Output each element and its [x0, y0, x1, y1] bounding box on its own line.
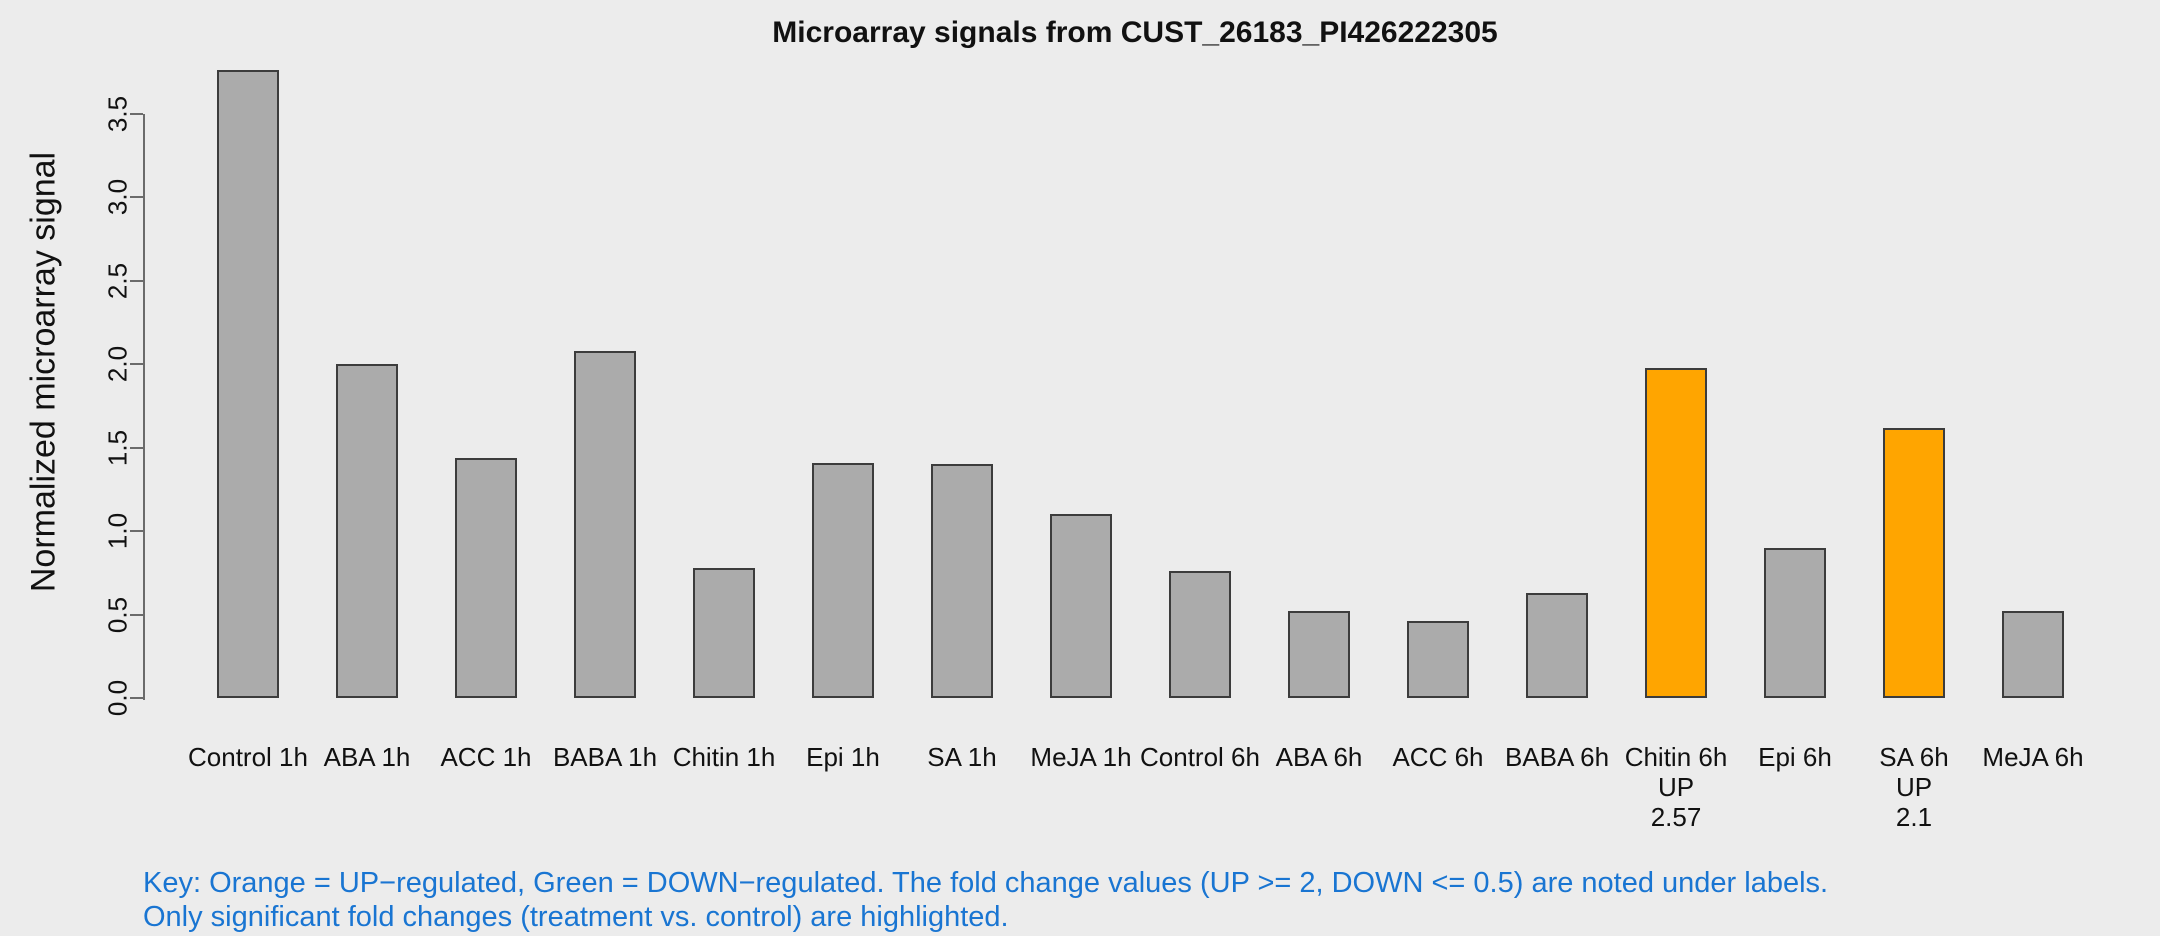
x-axis-label-text: ACC 1h	[440, 742, 532, 772]
x-axis-label-text: Control 1h	[188, 742, 308, 772]
bar-meja-6h	[2002, 611, 2064, 698]
bar-baba-1h	[574, 350, 636, 698]
x-axis-label-text: Epi 1h	[806, 742, 880, 772]
bar-chitin-1h	[693, 567, 755, 698]
key-line-2: Only significant fold changes (treatment…	[143, 901, 1009, 933]
x-axis-label-control-6h: Control 6h	[1120, 742, 1280, 772]
x-axis-label-acc-1h: ACC 1h	[406, 742, 566, 772]
x-axis-label-text: Control 6h	[1140, 742, 1260, 772]
key-line-1: Key: Orange = UP−regulated, Green = DOWN…	[143, 867, 1829, 899]
x-axis-label-text: Chitin 1h	[672, 742, 776, 772]
bar-sa-6h	[1883, 427, 1945, 698]
bar-meja-1h	[1050, 514, 1112, 698]
x-axis-label-text: ABA 1h	[323, 742, 411, 772]
x-axis-label-text: SA 6h	[1879, 742, 1949, 772]
x-axis-label-text: MeJA 6h	[1982, 742, 2084, 772]
bar-chitin-6h	[1645, 367, 1707, 698]
fold-change-annotation: UP	[1895, 772, 1933, 802]
y-axis-label: Normalized microarray signal	[24, 151, 63, 593]
y-axis-tick	[130, 530, 143, 533]
bar-epi-6h	[1764, 547, 1826, 698]
bar-aba-6h	[1288, 611, 1350, 698]
x-axis-label-baba-6h: BABA 6h	[1477, 742, 1637, 772]
fold-change-annotation: 2.1	[1895, 802, 1933, 832]
x-axis-label-chitin-1h: Chitin 1h	[644, 742, 804, 772]
bar-control-6h	[1169, 571, 1231, 698]
y-axis-tick-label: 1.0	[102, 513, 133, 550]
fold-change-annotation: UP	[1657, 772, 1695, 802]
y-axis-tick	[130, 363, 143, 366]
fold-change-annotation: 2.57	[1650, 802, 1702, 832]
bar-epi-1h	[812, 462, 874, 698]
y-axis-tick	[130, 446, 143, 449]
x-axis-label-text: Chitin 6h	[1624, 742, 1728, 772]
bar-aba-1h	[336, 364, 398, 698]
x-axis-label-text: SA 1h	[927, 742, 997, 772]
x-axis-label-text: BABA 6h	[1504, 742, 1610, 772]
y-axis-tick-label: 2.5	[102, 262, 133, 299]
y-axis-tick-label: 2.0	[102, 346, 133, 383]
bar-baba-6h	[1526, 592, 1588, 698]
x-axis-label-control-1h: Control 1h	[168, 742, 328, 772]
y-axis-tick	[130, 613, 143, 616]
y-axis-tick-label: 0.5	[102, 596, 133, 633]
bar-acc-6h	[1407, 621, 1469, 698]
x-axis-label-meja-1h: MeJA 1h	[1001, 742, 1161, 772]
key-note: Key: Orange = UP−regulated, Green = DOWN…	[143, 866, 1828, 934]
x-axis-label-epi-1h: Epi 1h	[763, 742, 923, 772]
y-axis-tick-label: 0.0	[102, 679, 133, 717]
x-axis-label-sa-6h: SA 6h UP 2.1	[1834, 742, 1994, 832]
x-axis-label-baba-1h: BABA 1h	[525, 742, 685, 772]
x-axis-label-text: ABA 6h	[1275, 742, 1363, 772]
y-axis-tick-label: 1.5	[102, 429, 133, 466]
x-axis-label-text: MeJA 1h	[1030, 742, 1132, 772]
x-axis-label-text: ACC 6h	[1392, 742, 1484, 772]
x-axis-label-aba-1h: ABA 1h	[287, 742, 447, 772]
x-axis-label-meja-6h: MeJA 6h	[1953, 742, 2113, 772]
bar-control-1h	[217, 70, 279, 698]
chart-title: Microarray signals from CUST_26183_PI426…	[772, 16, 1498, 49]
y-axis-tick-label: 3.0	[102, 179, 133, 216]
y-axis-tick	[130, 279, 143, 282]
x-axis-label-chitin-6h: Chitin 6h UP 2.57	[1596, 742, 1756, 832]
y-axis-tick	[130, 697, 143, 699]
bar-acc-1h	[455, 457, 517, 698]
y-axis-tick	[130, 196, 143, 199]
x-axis-label-text: BABA 1h	[552, 742, 658, 772]
x-axis-label-acc-6h: ACC 6h	[1358, 742, 1518, 772]
x-axis-label-sa-1h: SA 1h	[882, 742, 1042, 772]
x-axis-label-epi-6h: Epi 6h	[1715, 742, 1875, 772]
x-axis-label-aba-6h: ABA 6h	[1239, 742, 1399, 772]
y-axis-line	[143, 113, 145, 700]
y-axis-tick-label: 3.5	[102, 95, 133, 132]
bar-sa-1h	[931, 464, 993, 698]
x-axis-label-text: Epi 6h	[1758, 742, 1832, 772]
y-axis-tick	[130, 112, 143, 115]
